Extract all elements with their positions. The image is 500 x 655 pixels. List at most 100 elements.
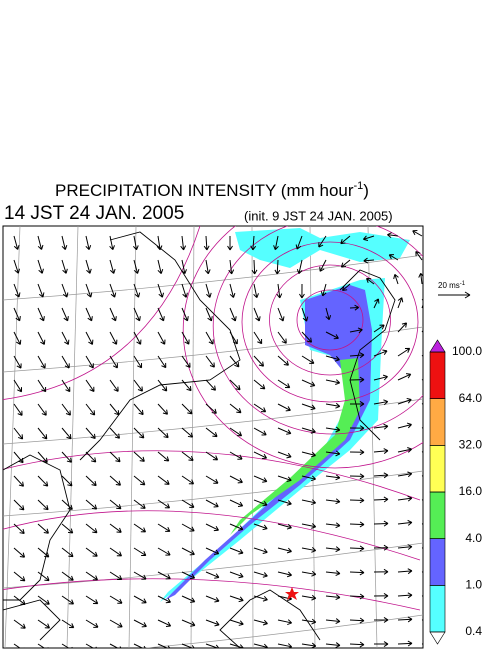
wind-arrow [325,594,341,601]
wind-arrow [61,523,74,534]
wind-arrow [85,619,99,628]
wind-arrow [85,499,98,510]
wind-arrow [61,595,74,605]
wind-arrow [133,379,143,392]
wind-arrow [273,235,279,251]
wind-arrow [61,379,71,393]
wind-arrow [109,475,121,486]
wind-arrow [251,259,258,275]
wind-arrow [397,297,404,309]
parallel [3,542,423,589]
wind-arrow [393,273,399,285]
wind-arrow [301,570,317,577]
wind-arrow [157,475,170,485]
wind-arrow [373,592,389,599]
wind-arrow [61,475,73,487]
wind-arrow [85,523,98,534]
wind-arrow [37,643,49,648]
wind-arrow [340,259,351,268]
wind-arrow [13,475,24,487]
wind-arrow [229,355,240,368]
wind-arrow [301,475,316,482]
wind-arrow [13,427,24,440]
wind-arrow [229,427,243,437]
wind-arrow [325,570,341,577]
wind-arrow [61,331,70,345]
wind-arrow [205,595,220,603]
wind-arrow [253,643,268,648]
wind-arrow [133,403,144,416]
wind-arrow [156,235,163,251]
wind-arrow [37,331,46,345]
reference-vector: 20 ms-1 [438,281,471,299]
reference-label: 20 ms-1 [438,281,466,291]
reference-text: 20 ms [438,281,460,290]
wind-arrow [37,523,49,534]
wind-arrow [277,643,293,648]
wind-arrow [85,331,94,345]
title-close: ) [363,181,369,200]
wind-arrow [133,595,147,604]
wind-arrow [205,475,219,484]
wind-arrow [277,427,292,435]
wind-arrow [157,283,165,298]
wind-arrow [373,349,388,357]
wind-arrow [13,355,22,369]
wind-arrow [325,379,341,385]
wind-arrow [85,259,92,274]
wind-arrow [181,523,195,532]
valid-time: 14 JST 24 JAN. 2005 [4,203,184,224]
map [2,225,424,649]
wind-arrow [205,331,214,345]
wind-arrow [13,619,26,629]
coastline [339,269,396,441]
wind-arrow [37,619,50,629]
wind-arrow [325,618,341,624]
wind-arrow [349,569,365,576]
wind-arrow [180,235,187,251]
precip-heavy [230,358,360,535]
init-time: (init. 9 JST 24 JAN. 2005) [244,208,393,223]
wind-arrow [229,619,244,626]
wind-arrow [85,451,97,463]
wind-arrow [133,499,146,509]
wind-arrow [301,618,317,625]
wind-arrow [61,235,68,250]
wind-arrow [295,235,303,250]
wind-arrow [253,475,268,483]
wind-arrow [157,379,168,392]
wind-arrow [204,259,211,275]
wind-arrow [276,283,283,299]
reference-sup: -1 [460,281,466,287]
wind-arrow [85,307,93,322]
wind-arrow [181,355,191,368]
wind-arrow [349,449,365,456]
wind-arrow [109,595,123,604]
wind-arrow [205,571,220,579]
wind-arrow [363,257,375,264]
isobar [241,241,419,403]
wind-arrow [277,331,287,344]
wind-arrow [157,403,168,415]
colorbar-under [429,631,446,645]
isobar [3,510,421,561]
isobar [296,289,364,351]
wind-arrow [61,499,73,510]
wind-arrow [37,283,45,298]
isobar [3,226,201,400]
wind-arrow [227,235,233,251]
wind-arrow [13,331,22,345]
wind-arrow [61,643,73,648]
wind-arrow [349,352,365,359]
wind-arrow [133,523,147,533]
wind-arrow [205,403,217,414]
wind-arrow [418,272,423,285]
wind-arrow [181,307,189,322]
wind-arrow [373,298,380,309]
wind-arrow [253,499,268,507]
wind-arrow [37,235,44,250]
wind-arrow [325,498,341,505]
wind-arrow [37,547,50,558]
wind-arrow [301,451,316,458]
wind-arrow [277,619,293,626]
